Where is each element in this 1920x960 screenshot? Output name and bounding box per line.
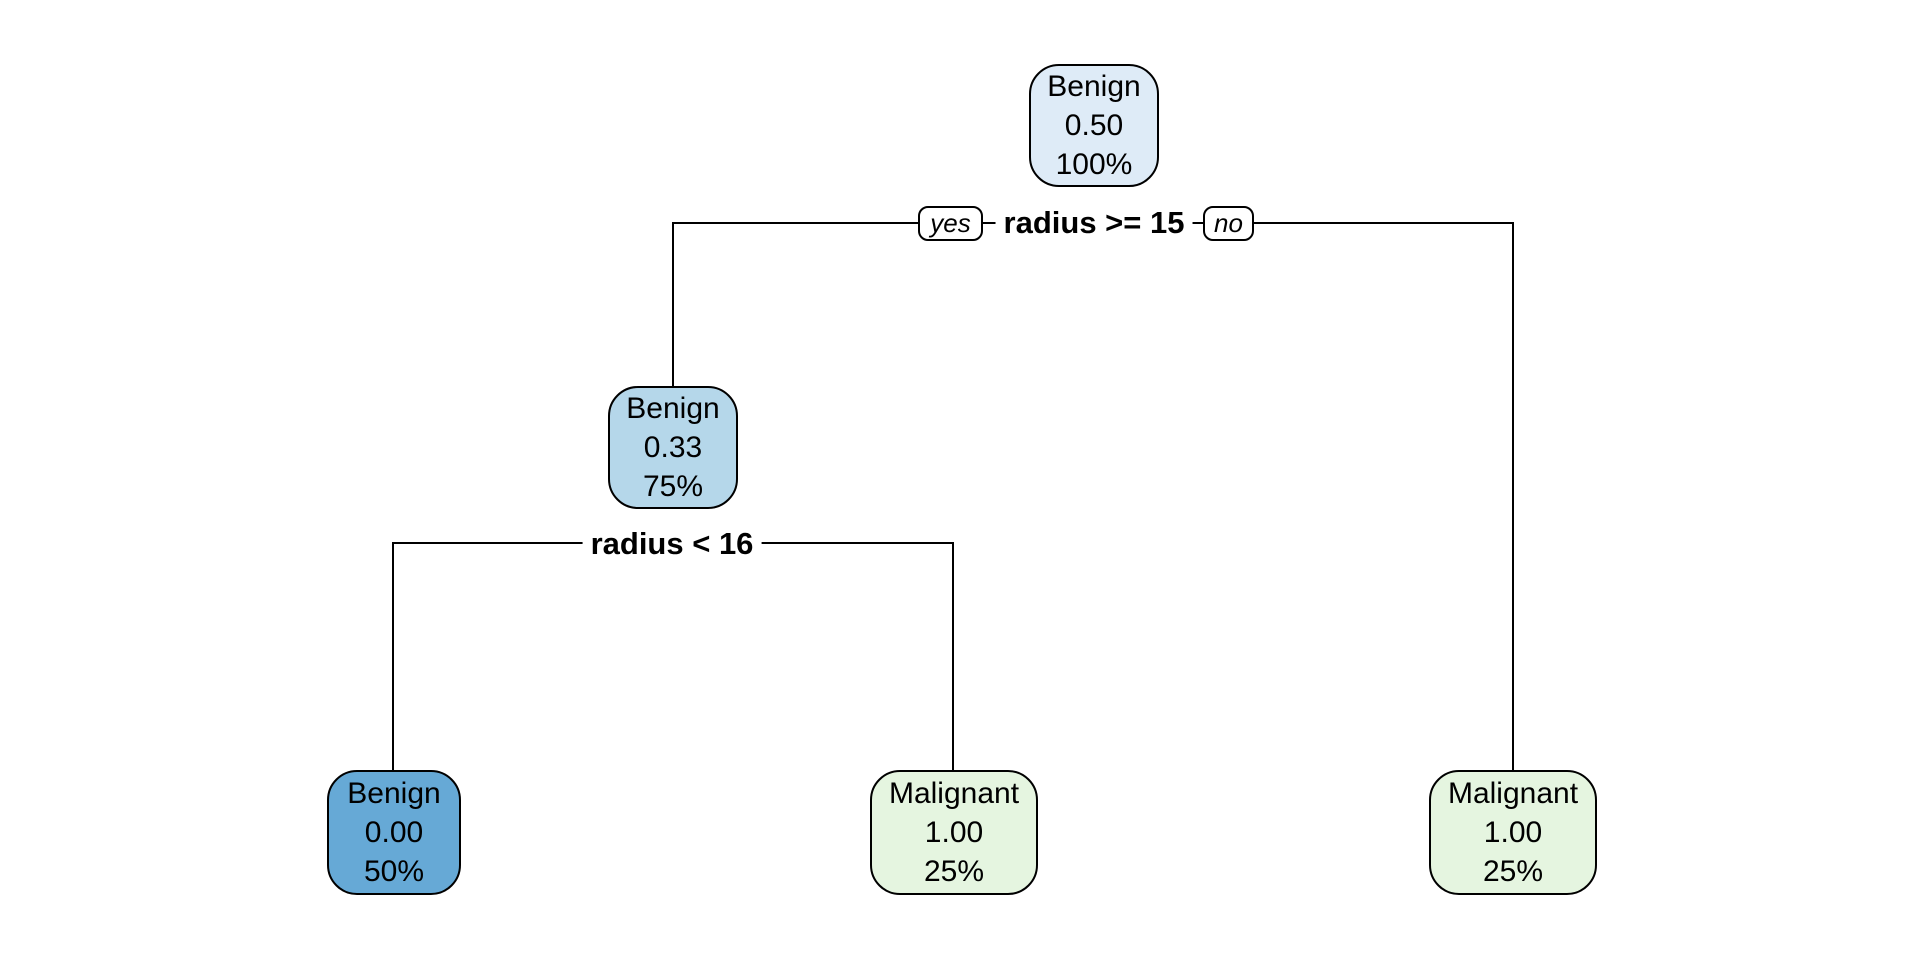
node-coverage: 75% [642,470,704,503]
node-probability: 0.00 [364,816,424,849]
node-class-label: Benign [626,392,720,425]
no-branch-label: no [1214,208,1243,238]
edge-root-to-right-leaf [1512,222,1514,771]
node-class-label: Benign [1047,70,1141,103]
tree-node-root: Benign 0.50 100% [1029,64,1159,187]
node-probability: 1.00 [924,816,984,849]
split-condition-root: radius >= 15 [995,205,1193,241]
edge-root-to-left-child [672,222,674,387]
node-probability: 0.50 [1064,109,1124,142]
node-coverage: 25% [923,855,985,888]
tree-node-left-child: Benign 0.33 75% [608,386,738,509]
tree-leaf-benign: Benign 0.00 50% [327,770,461,895]
tree-leaf-malignant-middle: Malignant 1.00 25% [870,770,1038,895]
edge-split2-to-benign-leaf [392,542,394,771]
node-probability: 1.00 [1483,816,1543,849]
node-coverage: 25% [1482,855,1544,888]
node-class-label: Malignant [888,777,1020,810]
split-condition-second: radius < 16 [582,526,762,562]
node-coverage: 100% [1055,148,1133,181]
node-coverage: 50% [363,855,425,888]
node-class-label: Benign [347,777,441,810]
node-class-label: Malignant [1447,777,1579,810]
edge-split2-to-malignant-leaf [952,542,954,771]
no-branch-tag: no [1203,206,1254,241]
tree-leaf-malignant-right: Malignant 1.00 25% [1429,770,1597,895]
yes-branch-tag: yes [918,206,983,241]
node-probability: 0.33 [643,431,703,464]
yes-branch-label: yes [930,208,971,238]
